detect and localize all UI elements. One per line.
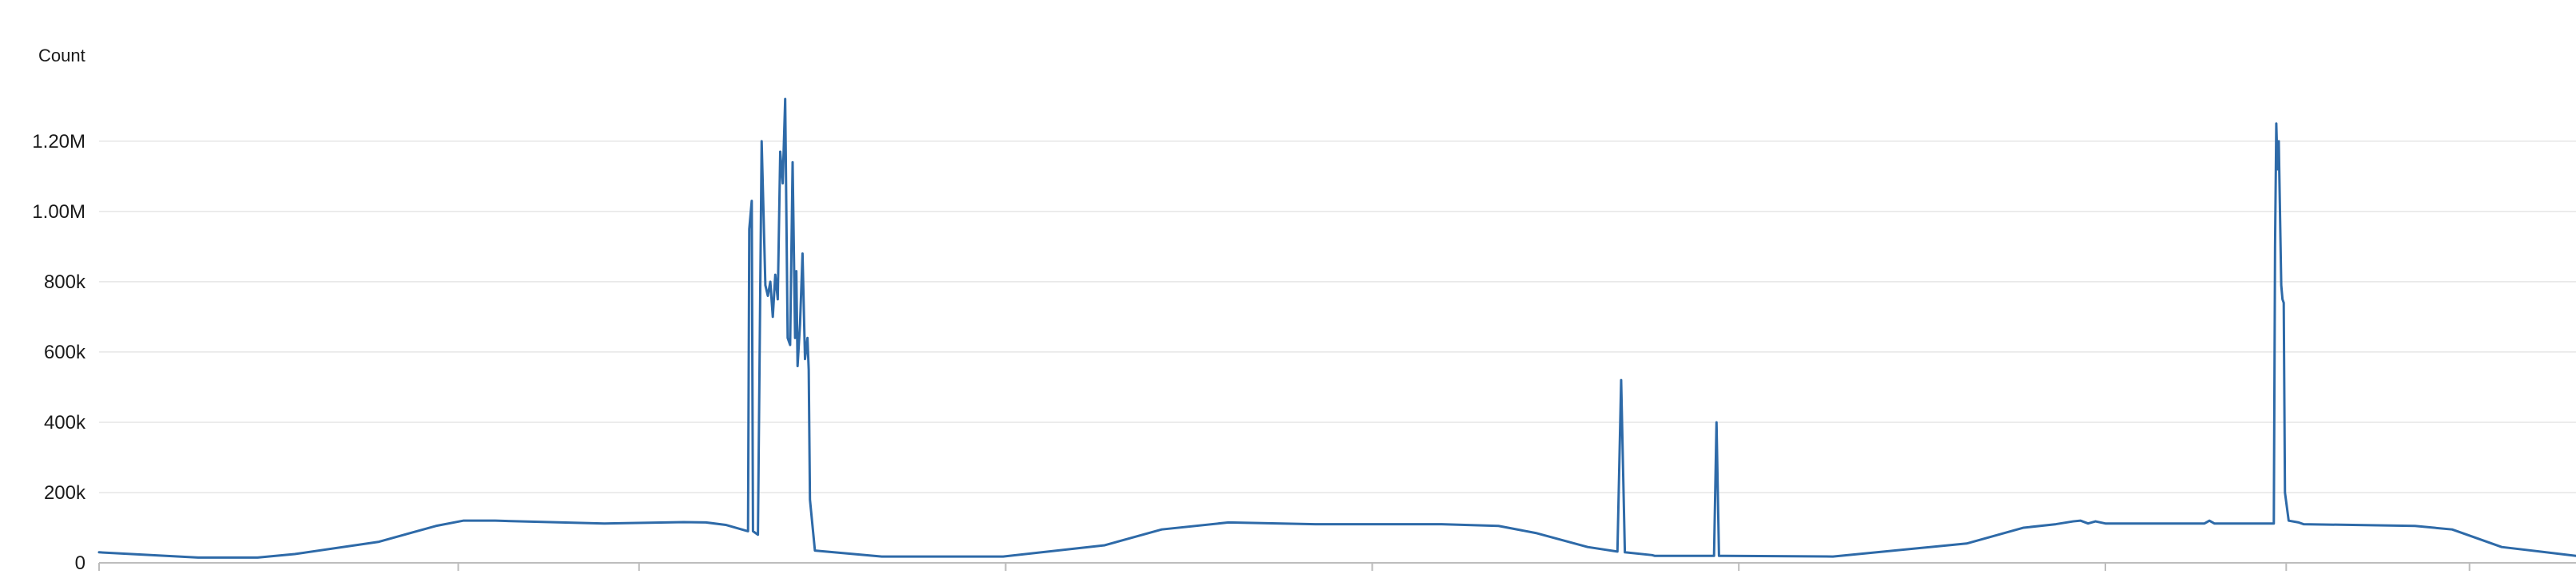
x-axis (98, 562, 2576, 571)
y-tick-label: 1.20M (32, 131, 85, 152)
grid-lines (99, 141, 2576, 493)
series-layer (97, 97, 2576, 559)
y-tick-label: 600k (44, 342, 86, 363)
y-axis: 0 200k 400k 600k 800k 1.00M 1.20M (32, 131, 86, 574)
y-tick-label: 200k (44, 482, 86, 504)
y-tick-label: 1.00M (32, 201, 85, 223)
y-axis-label: Count (38, 46, 85, 65)
y-tick-label: 0 (75, 552, 85, 574)
y-tick-label: 400k (44, 412, 86, 434)
series-line-0 (97, 97, 2576, 559)
y-tick-label: 800k (44, 271, 86, 293)
